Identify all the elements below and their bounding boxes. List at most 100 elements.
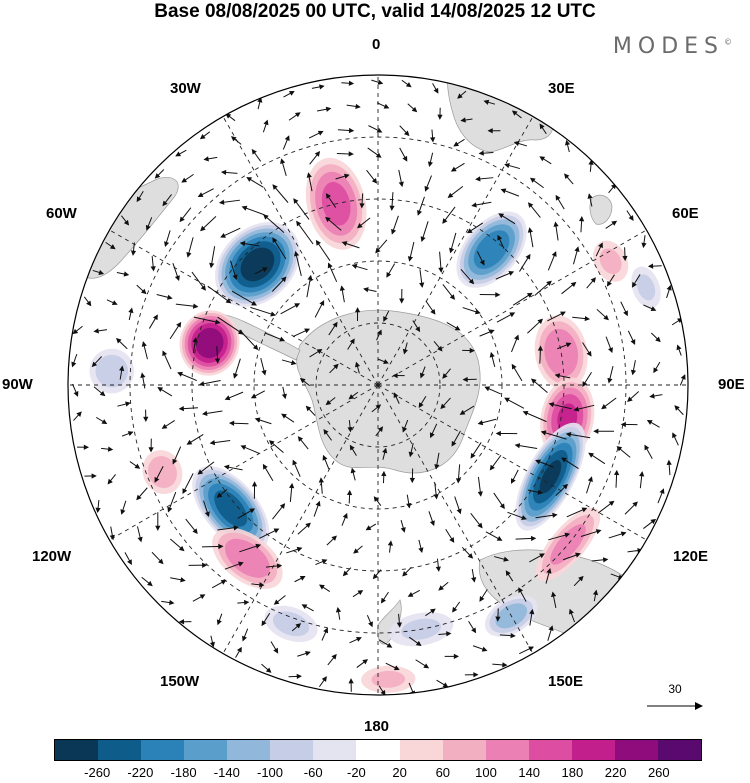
- wind-arrow-head: [475, 176, 481, 182]
- wind-arrow-head: [293, 250, 300, 257]
- wind-arrow-head: [202, 562, 208, 568]
- wind-arrow-head: [647, 263, 654, 269]
- wind-arrow-head: [136, 494, 142, 501]
- wind-arrow-head: [588, 159, 594, 165]
- wind-arrow-head: [396, 622, 402, 628]
- wind-arrow-head: [339, 285, 345, 291]
- wind-arrow-head: [525, 253, 531, 260]
- wind-arrow-head: [402, 426, 408, 433]
- wind-arrow-head: [587, 193, 593, 199]
- wind-arrow-head: [573, 406, 580, 412]
- wind-arrow-head: [511, 363, 517, 370]
- wind-arrow-head: [304, 328, 311, 334]
- wind-arrow-head: [201, 410, 208, 416]
- wind-arrow-head: [200, 285, 206, 291]
- meridian-line: [109, 384, 379, 541]
- wind-arrow-head: [154, 173, 161, 179]
- wind-arrow-head: [411, 106, 418, 113]
- wind-arrow-head: [430, 608, 436, 614]
- wind-arrow-head: [680, 374, 686, 380]
- wind-arrow-head: [435, 566, 441, 572]
- wind-arrow-shaft: [293, 198, 310, 220]
- wind-arrow-head: [477, 420, 484, 426]
- wind-arrow-head: [225, 298, 232, 304]
- wind-arrow-head: [299, 377, 306, 384]
- wind-arrow-head: [192, 528, 198, 535]
- wind-arrow-head: [86, 300, 92, 307]
- wind-arrow-head: [147, 580, 153, 587]
- anomaly-contour-band: [240, 247, 275, 282]
- wind-arrow-head: [521, 515, 527, 521]
- wind-arrow-head: [487, 128, 493, 134]
- madagascar-land: [589, 194, 613, 225]
- colorbar-ticks: -260 -220 -180 -140 -100 -60 -20 20 60 100 140 180 2…: [54, 765, 702, 783]
- wind-arrow-head: [209, 641, 215, 648]
- wind-arrow-head: [123, 219, 130, 226]
- wind-arrow-shaft: [295, 251, 302, 276]
- wind-arrow-head: [477, 491, 483, 497]
- wind-arrow-head: [522, 410, 529, 416]
- wind-arrow-head: [76, 411, 82, 417]
- wind-arrow-head: [454, 325, 461, 331]
- colorbar-swatch: [270, 740, 314, 760]
- wind-arrow-head: [143, 416, 149, 422]
- wind-arrow-head: [424, 185, 430, 192]
- wind-arrow-head: [176, 321, 182, 328]
- wind-arrow-head: [468, 278, 475, 285]
- wind-arrow-head: [130, 250, 137, 256]
- wind-arrow-head: [650, 306, 657, 312]
- wind-arrow-head: [335, 606, 342, 613]
- wind-arrow-head: [628, 215, 634, 221]
- wind-arrow-head: [470, 452, 476, 459]
- anomaly-contour-band: [636, 274, 656, 301]
- wind-arrow-head: [376, 329, 382, 336]
- wind-arrow-head: [484, 386, 491, 392]
- wind-arrow-head: [355, 103, 361, 110]
- colorbar-tick-label: 180: [561, 765, 584, 780]
- wind-arrow-head: [91, 473, 97, 479]
- wind-arrow-head: [111, 300, 118, 305]
- wind-arrow-head: [321, 559, 328, 565]
- anomaly-contour-band: [371, 670, 406, 688]
- wind-arrow-head: [164, 241, 170, 247]
- wind-arrow-head: [198, 381, 205, 387]
- wind-arrow-head: [423, 663, 430, 669]
- negative-anomaly: [456, 211, 527, 288]
- wind-arrow-head: [296, 673, 302, 680]
- wind-arrow-head: [402, 571, 408, 577]
- wind-arrow-head: [107, 478, 113, 485]
- wind-arrow-head: [627, 396, 633, 402]
- colorbar-tick-label: -20: [346, 765, 366, 780]
- wind-arrow-head: [372, 573, 379, 580]
- colorbar-tick-label: 140: [518, 765, 541, 780]
- wind-arrow-head: [192, 303, 199, 309]
- wind-arrow-head: [584, 315, 591, 322]
- reference-arrow-head: [695, 702, 703, 710]
- wind-arrow-head: [289, 482, 295, 489]
- wind-arrow-head: [325, 399, 332, 406]
- colorbar-swatch: [227, 740, 271, 760]
- wind-arrow-head: [331, 535, 337, 541]
- wind-arrow-head: [242, 635, 247, 642]
- lon-label-60e: 60E: [672, 205, 699, 222]
- wind-arrow-head: [602, 557, 609, 563]
- wind-arrow-head: [402, 155, 408, 162]
- wind-arrow-head: [386, 272, 392, 278]
- wind-arrow-head: [565, 431, 572, 438]
- wind-arrow-head: [93, 328, 99, 334]
- lon-label-150e: 150E: [548, 673, 584, 690]
- wind-arrow-head: [655, 336, 661, 343]
- wind-arrow-head: [616, 446, 623, 452]
- wind-arrow-head: [527, 202, 534, 208]
- brand-logo: MODES©: [612, 34, 732, 59]
- wind-arrow-head: [408, 451, 414, 458]
- wind-arrow-shaft: [231, 290, 257, 306]
- wind-arrow-head: [595, 529, 602, 535]
- wind-arrow-head: [513, 141, 520, 147]
- wind-arrow-head: [218, 199, 225, 205]
- wind-arrow-head: [659, 488, 665, 495]
- colorbar-swatch: [356, 740, 400, 760]
- wind-arrow-head: [539, 553, 545, 559]
- wind-arrow-head: [500, 188, 507, 194]
- wind-arrow-head: [214, 358, 221, 364]
